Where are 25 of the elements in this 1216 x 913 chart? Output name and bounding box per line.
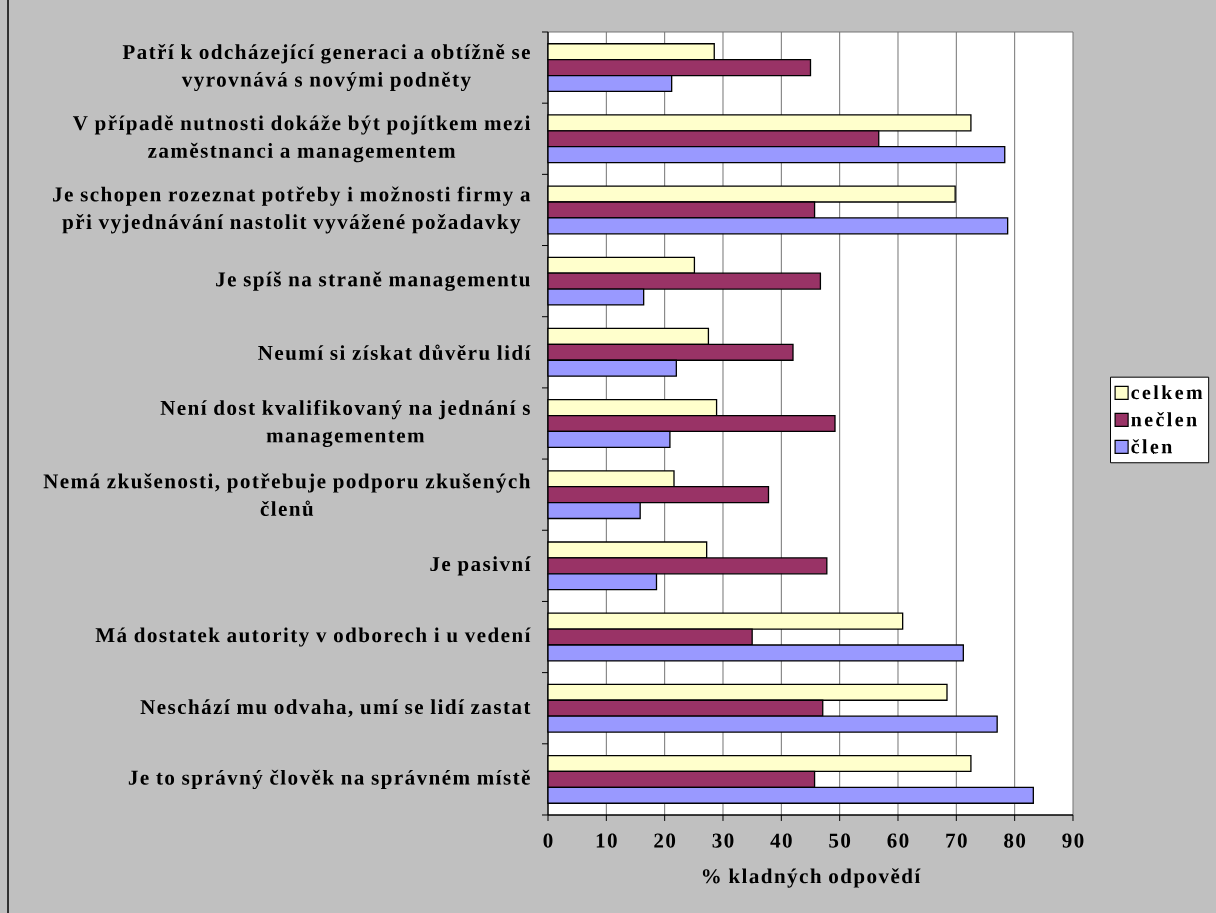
- x-tick-label: 10: [596, 833, 617, 848]
- x-tick-label: 20: [654, 833, 676, 848]
- y-tick-label: Nemá zkušenosti, potřebuje podporu zkušených členů: [43, 473, 531, 516]
- y-tick-label: Je to správný člověk na správném místě: [128, 769, 530, 790]
- x-tick-label: 70: [946, 833, 967, 848]
- x-tick-label: 60: [887, 833, 909, 848]
- y-tick-label: Neschází mu odvaha, umí se lidí zastat: [140, 699, 531, 718]
- x-axis-title: % kladných odpovědí: [702, 868, 921, 888]
- y-tick-label: Je spíš na straně managementu: [216, 271, 530, 291]
- y-tick-label: Je pasivní: [430, 556, 531, 576]
- legend-label: nečlen: [1131, 412, 1197, 427]
- legend-label: člen: [1131, 439, 1173, 454]
- x-tick-label: 50: [829, 833, 851, 848]
- x-tick-label: 90: [1062, 833, 1084, 848]
- y-tick-label: Patří k odcházející generaci a obtížně se vyrovnává s novými podněty: [122, 44, 530, 92]
- y-tick-label: V případě nutnosti dokáže být pojítkem mezi zaměstnanci a managementem: [72, 115, 531, 163]
- x-tick-label: 30: [712, 833, 734, 848]
- x-tick-label: 40: [770, 833, 792, 848]
- legend-label: celkem: [1131, 385, 1203, 400]
- y-tick-label: Není dost kvalifikovaný na jednání s managementem: [160, 399, 530, 447]
- y-tick-label: Je schopen rozeznat potřeby i možnosti firmy a při vyjednávání nastolit vyvážené požadavky: [53, 186, 531, 234]
- x-tick-label: 0: [543, 833, 553, 848]
- y-tick-label: Má dostatek autority v odborech i u vedení: [95, 627, 531, 647]
- x-tick-label: 80: [1004, 833, 1026, 848]
- y-tick-label: Neumí si získat důvěru lidí: [258, 344, 531, 361]
